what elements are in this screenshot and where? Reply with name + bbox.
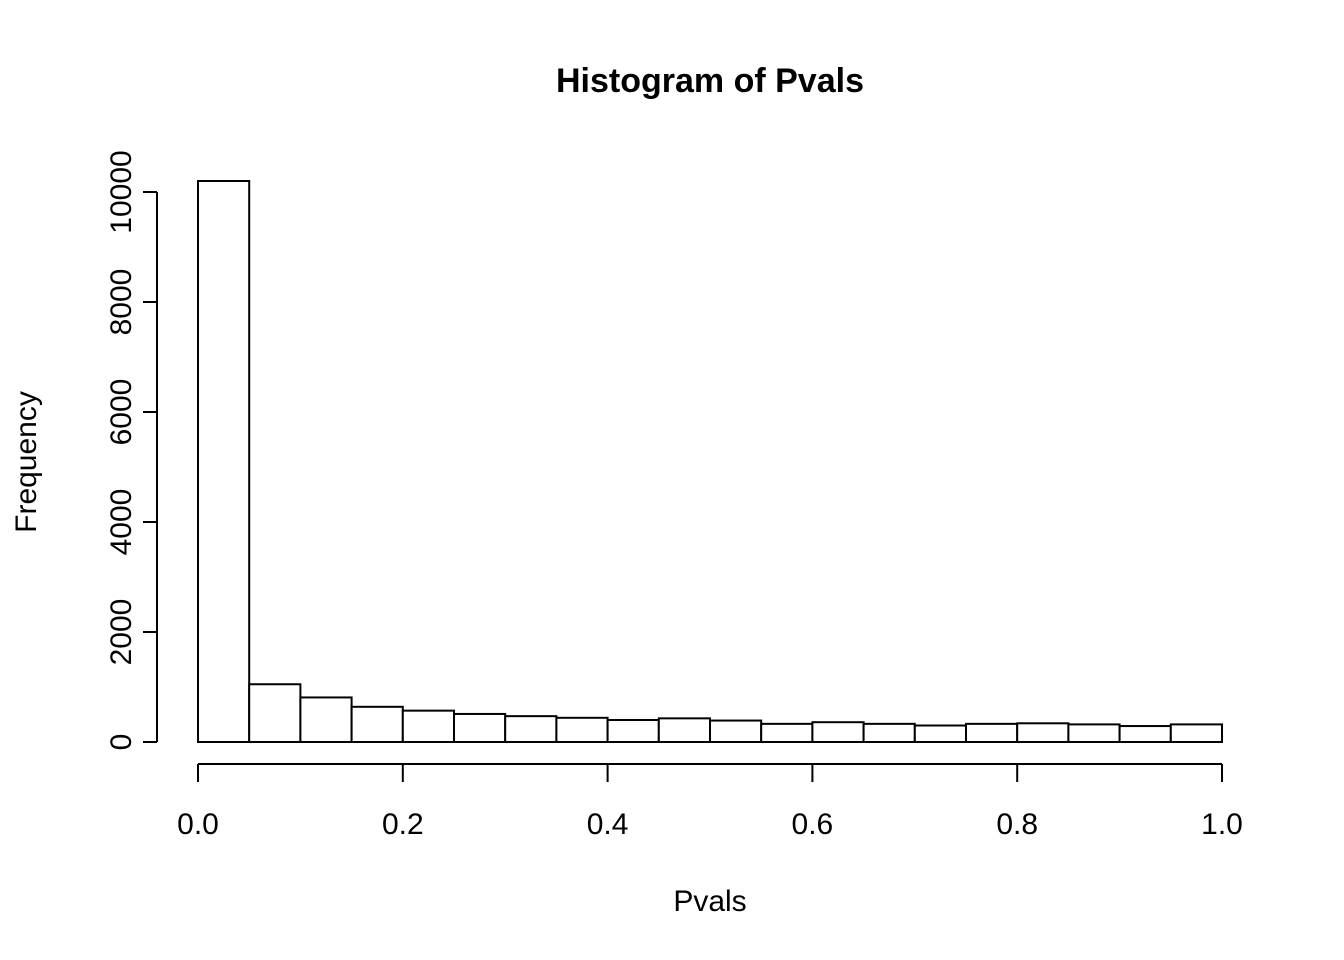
histogram-bar — [401, 709, 455, 744]
histogram-bar — [811, 721, 865, 744]
histogram-bar — [862, 722, 916, 743]
histogram-bar — [350, 705, 404, 743]
x-axis: 0.0 0.2 0.4 0.6 0.8 1.0 — [177, 763, 1243, 841]
y-tick-label: 6000 — [105, 379, 138, 446]
histogram-bar — [1169, 723, 1224, 744]
histogram-bar — [197, 180, 251, 743]
x-tick-label: 1.0 — [1201, 808, 1243, 841]
histogram-bar — [1118, 725, 1172, 743]
y-tick-label: 8000 — [105, 269, 138, 336]
histogram-bar — [1067, 723, 1121, 744]
histogram-bar — [248, 683, 302, 743]
histogram-bar — [555, 716, 609, 743]
histogram-bar — [504, 715, 558, 744]
histogram-bar — [299, 696, 353, 744]
y-tick-label: 2000 — [105, 599, 138, 666]
histogram-bar — [913, 724, 967, 743]
y-axis-label: Frequency — [10, 391, 43, 533]
histogram-bars — [197, 180, 1224, 744]
histogram-bar — [657, 717, 711, 743]
x-tick-label: 0.0 — [177, 808, 219, 841]
histogram-bar — [606, 719, 660, 743]
chart-title: Histogram of Pvals — [556, 62, 864, 100]
y-axis: 0 2000 4000 6000 8000 10000 — [105, 150, 158, 751]
x-tick-label: 0.8 — [996, 808, 1038, 841]
y-tick-label: 0 — [105, 734, 138, 751]
y-tick-label: 4000 — [105, 489, 138, 556]
histogram-bar — [1016, 722, 1070, 743]
x-axis-label: Pvals — [673, 885, 746, 918]
histogram-bar — [709, 719, 763, 743]
x-tick-label: 0.4 — [587, 808, 629, 841]
y-tick-label: 10000 — [105, 150, 138, 233]
histogram-bar — [965, 722, 1019, 743]
x-tick-label: 0.2 — [382, 808, 424, 841]
x-tick-label: 0.6 — [792, 808, 834, 841]
histogram-bar — [760, 722, 814, 743]
histogram-bar — [453, 712, 507, 744]
